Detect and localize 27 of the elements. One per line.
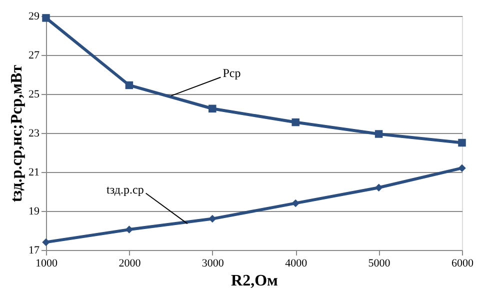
point <box>292 118 300 126</box>
y-tick-label: 23 <box>28 128 40 140</box>
y-tick-label: 29 <box>28 10 40 22</box>
y-tick-label: 27 <box>28 50 40 62</box>
y-axis-title: tзд.р.ср,нс;Pср,мВт <box>8 64 26 202</box>
point <box>374 184 383 192</box>
point <box>374 130 383 138</box>
point <box>125 81 134 90</box>
y-tick-label: 19 <box>28 206 40 218</box>
point <box>208 104 216 112</box>
y-tick-label: 21 <box>28 166 40 178</box>
x-tick-label: 4000 <box>285 258 308 270</box>
x-axis-title: R2,Ом <box>231 272 278 290</box>
point <box>42 238 50 246</box>
y-tick-label: 25 <box>28 88 40 100</box>
annotation: Pср <box>222 66 241 80</box>
x-tick-label: 1000 <box>36 258 58 270</box>
y-tick-label: 17 <box>28 244 40 256</box>
point <box>458 138 466 147</box>
point <box>208 214 216 223</box>
x-tick-label: 6000 <box>452 258 474 270</box>
point <box>292 199 300 208</box>
x-tick-label: 5000 <box>368 258 391 270</box>
x-tick-label: 3000 <box>202 258 224 270</box>
x-tick-label: 2000 <box>118 258 142 270</box>
annotation: tзд.р.ср <box>106 182 144 196</box>
point <box>458 164 466 172</box>
